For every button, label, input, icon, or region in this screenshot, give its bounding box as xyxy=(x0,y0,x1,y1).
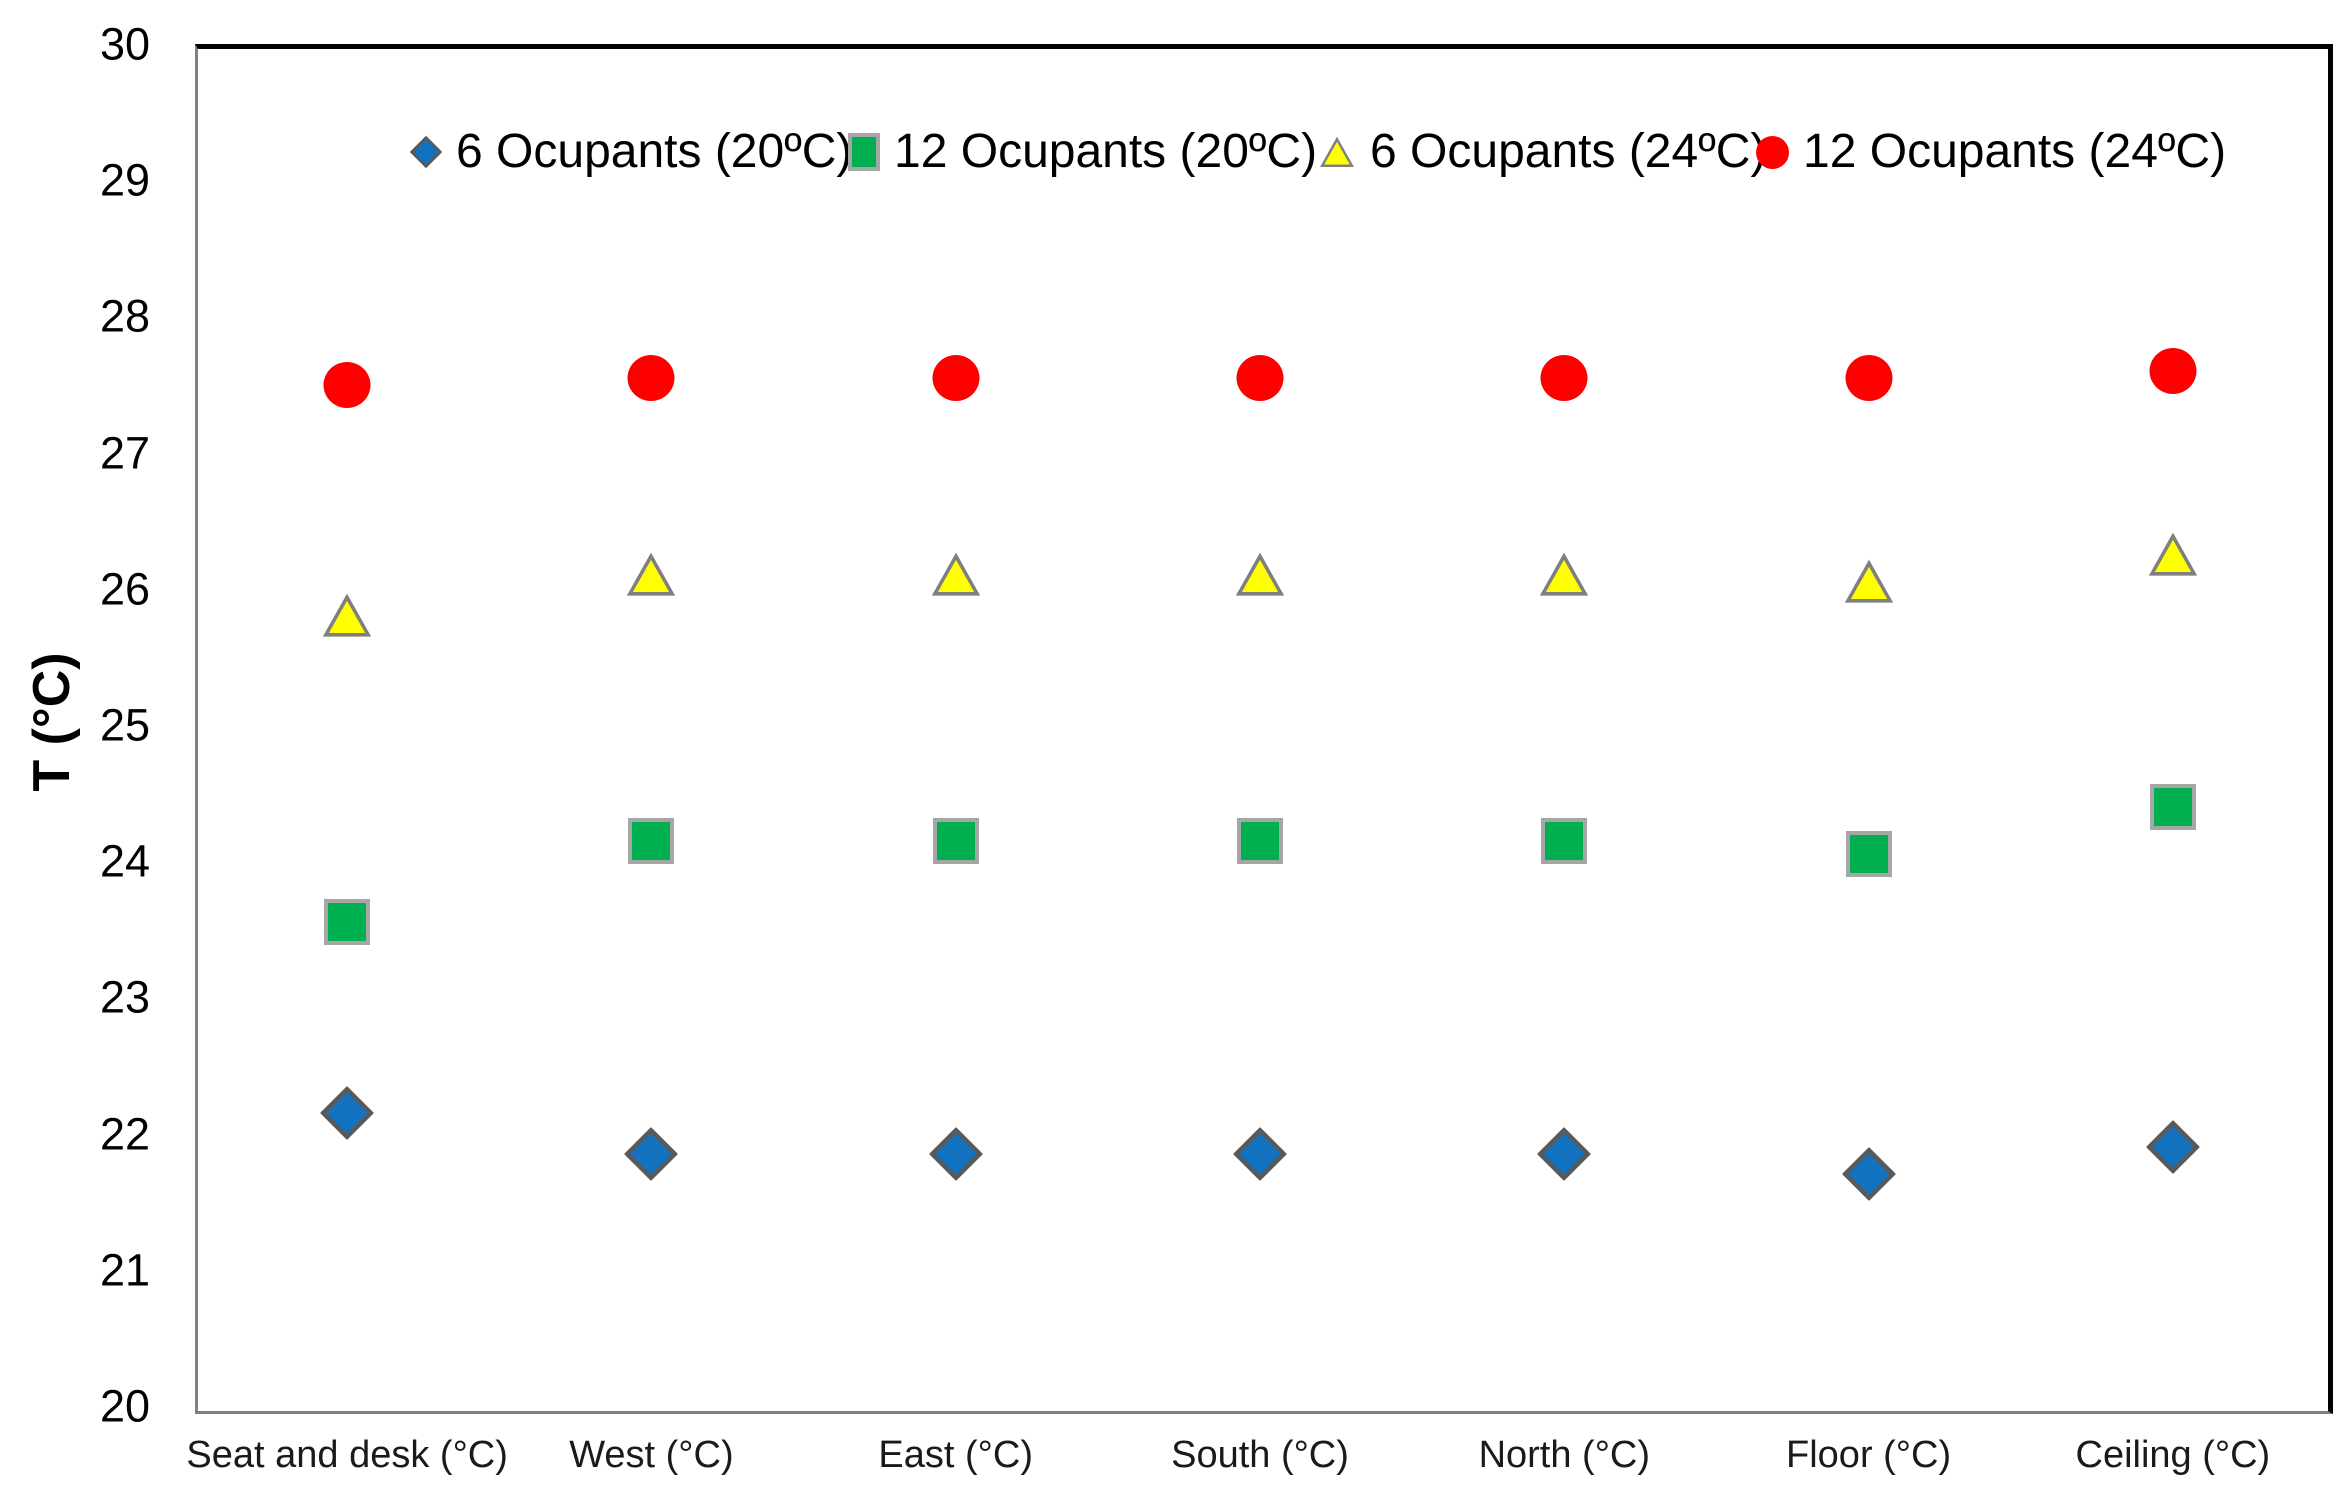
diamond-marker xyxy=(929,1127,983,1181)
x-category-label: North (°C) xyxy=(1478,1434,1650,1476)
legend-label: 12 Ocupants (20ºC) xyxy=(894,125,1318,178)
x-category-label: West (°C) xyxy=(569,1434,734,1476)
y-tick-label: 25 xyxy=(99,699,150,751)
legend-item: 12 Ocupants (20ºC) xyxy=(848,124,1317,180)
x-category-label: Seat and desk (°C) xyxy=(186,1434,508,1476)
legend-item: 12 Ocupants (24ºC) xyxy=(1756,124,2226,180)
legend-item: 6 Ocupants (24ºC) xyxy=(1318,124,1766,180)
square-marker xyxy=(1541,817,1588,864)
circle-marker xyxy=(627,354,675,401)
triangle-marker xyxy=(320,593,374,640)
triangle-marker xyxy=(1842,558,1896,605)
square-marker xyxy=(1845,831,1892,878)
triangle-marker xyxy=(1233,552,1287,599)
circle-marker xyxy=(323,361,371,408)
diamond-marker xyxy=(1233,1127,1287,1181)
diamond-marker xyxy=(1537,1127,1591,1181)
y-tick-label: 23 xyxy=(99,971,150,1023)
square-marker xyxy=(932,817,979,864)
x-category-label: South (°C) xyxy=(1171,1434,1349,1476)
x-category-label: Ceiling (°C) xyxy=(2075,1434,2271,1476)
legend-label: 6 Ocupants (20ºC) xyxy=(456,125,853,178)
diamond-marker xyxy=(624,1127,678,1181)
y-tick-label: 24 xyxy=(99,835,150,887)
circle-marker xyxy=(1845,354,1893,401)
y-tick-label: 20 xyxy=(99,1380,150,1432)
circle-marker xyxy=(1236,354,1284,401)
triangle-marker xyxy=(1537,552,1591,599)
square-marker xyxy=(324,899,371,946)
triangle-marker xyxy=(624,552,678,599)
x-category-label: Floor (°C) xyxy=(1786,1434,1952,1476)
legend-circle-marker-icon xyxy=(1756,135,1789,169)
legend-triangle-marker-icon xyxy=(1320,136,1354,167)
diamond-marker xyxy=(320,1086,374,1140)
triangle-marker xyxy=(929,552,983,599)
diamond-marker xyxy=(1842,1147,1896,1201)
circle-marker xyxy=(932,354,980,401)
y-tick-label: 22 xyxy=(99,1108,150,1160)
square-marker xyxy=(1237,817,1283,864)
y-tick-label: 30 xyxy=(99,18,150,70)
legend-diamond-marker-icon xyxy=(410,135,442,169)
y-tick-label: 21 xyxy=(99,1244,150,1296)
square-marker xyxy=(628,817,675,864)
circle-marker xyxy=(1540,354,1588,401)
circle-marker xyxy=(2149,347,2197,394)
legend-label: 6 Ocupants (24ºC) xyxy=(1370,125,1767,178)
legend-item: 6 Ocupants (20ºC) xyxy=(410,124,852,180)
y-tick-label: 29 xyxy=(99,154,150,206)
x-category-label: East (°C) xyxy=(878,1434,1033,1476)
y-tick-label: 27 xyxy=(99,427,150,479)
legend-square-marker-icon xyxy=(848,133,880,171)
y-tick-label: 26 xyxy=(99,563,150,615)
plot-area xyxy=(195,44,2333,1414)
legend-label: 12 Ocupants (24ºC) xyxy=(1803,125,2227,178)
y-tick-label: 28 xyxy=(99,290,150,342)
diamond-marker xyxy=(2146,1120,2200,1174)
triangle-marker xyxy=(2146,531,2200,578)
square-marker xyxy=(2149,783,2196,830)
